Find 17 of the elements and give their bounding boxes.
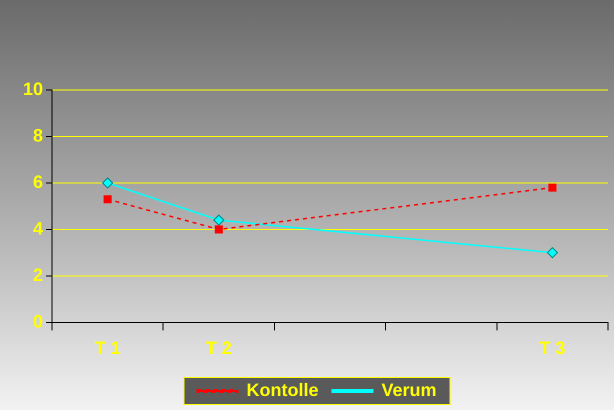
point [546, 247, 558, 258]
x-tick-label: T 3 [539, 338, 566, 358]
point [214, 225, 223, 234]
y-tick-label: 2 [33, 264, 44, 285]
point [548, 184, 556, 192]
y-tick-label: 0 [33, 311, 44, 332]
point [104, 195, 112, 204]
y-tick-label: 10 [22, 78, 44, 99]
point [213, 214, 224, 226]
x-tick-label: T 2 [206, 338, 232, 358]
x-tick-label: T 1 [94, 338, 121, 358]
legend-label: Kontolle [246, 380, 318, 400]
y-tick-label: 6 [33, 172, 44, 192]
y-tick-label: 4 [33, 218, 44, 238]
legend-label: Verum [381, 380, 437, 400]
y-tick-label: 8 [33, 125, 44, 146]
point [102, 177, 114, 188]
